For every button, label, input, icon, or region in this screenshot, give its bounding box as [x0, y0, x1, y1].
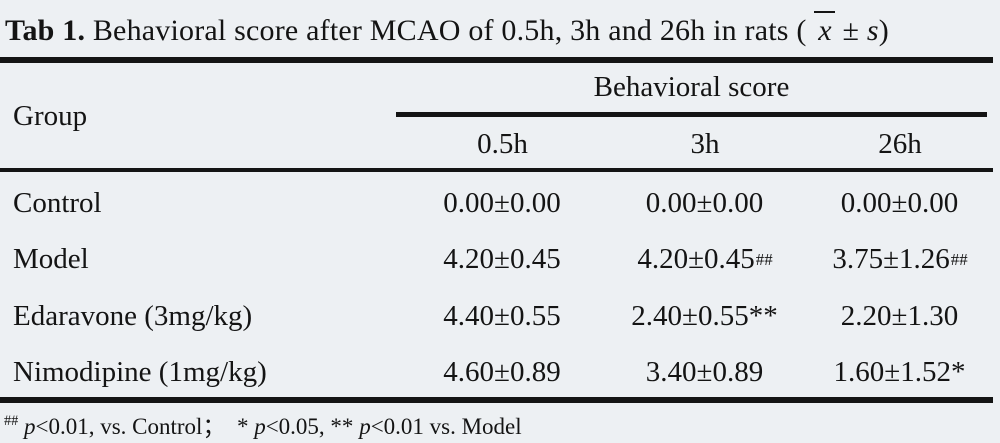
cell-value: 0.00±0.00	[443, 186, 561, 219]
p-symbol: p	[359, 414, 371, 439]
row-label-nimodipine: Nimodipine (1mg/kg)	[13, 356, 267, 389]
cell-value: 2.40±0.55**	[631, 299, 778, 332]
column-spanner-behavioral-score: Behavioral score	[593, 70, 790, 103]
column-header-3h: 3h	[690, 128, 720, 160]
row-label-control: Control	[13, 186, 102, 219]
column-header-group: Group	[13, 99, 88, 132]
cell-value: 4.20±0.45	[443, 243, 561, 276]
cell-model-3h: 4.20±0.45 ##	[637, 243, 773, 276]
spanner-rule	[396, 112, 987, 117]
cell-nimodipine-26h: 1.60±1.52*	[800, 345, 1000, 402]
plus-minus-text: ±	[834, 14, 867, 47]
column-header-0-5h: 0.5h	[477, 128, 528, 160]
mean-symbol: x	[814, 11, 835, 47]
footnote-text: <0.01 vs. Model	[370, 414, 522, 439]
cell-value: 3.40±0.89	[645, 356, 764, 389]
table-body: Control 0.00±0.00 0.00±0.00 0.00±0.00 Mo…	[0, 172, 1000, 398]
cell-value: 4.20±0.45	[637, 243, 755, 276]
row-label-edaravone: Edaravone (3mg/kg)	[13, 299, 253, 332]
cell-nimodipine-0-5h: 4.60±0.89	[395, 345, 610, 402]
top-rule	[0, 57, 993, 63]
subheader-row: 0.5h 3h 26h	[0, 117, 1000, 168]
cell-value: 2.20±1.30	[840, 299, 959, 332]
cell-control-26h: 0.00±0.00	[800, 175, 1000, 232]
sd-symbol: s	[866, 14, 879, 47]
cell-control-3h: 0.00±0.00	[610, 175, 800, 232]
table-caption-text: Behavioral score after MCAO of 0.5h, 3h …	[85, 14, 815, 47]
cell-value: 3.75±1.26	[832, 243, 950, 276]
column-header-26h: 26h	[878, 128, 922, 160]
subheader-spacer	[0, 119, 395, 170]
header-body-rule	[0, 168, 993, 172]
bottom-rule	[0, 397, 993, 403]
hash-significance-mark: ##	[4, 413, 19, 430]
p-symbol: p	[254, 414, 266, 439]
cell-value: 4.60±0.89	[443, 356, 561, 389]
cell-edaravone-0-5h: 4.40±0.55	[395, 288, 610, 345]
table-footnote: ## p<0.01, vs. Control； * p<0.05, ** p<0…	[3, 407, 522, 441]
cell-value: 1.60±1.52*	[833, 356, 966, 389]
cell-value: 0.00±0.00	[840, 186, 959, 219]
row-label-model: Model	[13, 243, 89, 276]
cell-edaravone-26h: 2.20±1.30	[800, 288, 1000, 345]
cell-value: 0.00±0.00	[645, 186, 764, 219]
cell-nimodipine-3h: 3.40±0.89	[610, 345, 800, 402]
cell-model-26h: 3.75±1.26 ##	[832, 243, 968, 276]
cell-model-0-5h: 4.20±0.45	[395, 232, 610, 289]
table-caption: Tab 1. Behavioral score after MCAO of 0.…	[5, 11, 889, 48]
p-symbol: p	[24, 414, 36, 439]
cell-edaravone-3h: 2.40±0.55**	[610, 288, 800, 345]
cell-control-0-5h: 0.00±0.00	[395, 175, 610, 232]
footnote-text: <0.01, vs. Control； *	[35, 414, 255, 439]
caption-close-paren: )	[878, 14, 889, 47]
table-caption-label: Tab 1.	[5, 14, 86, 47]
cell-value: 4.40±0.55	[443, 299, 561, 332]
footnote-text: <0.05, **	[265, 414, 360, 439]
